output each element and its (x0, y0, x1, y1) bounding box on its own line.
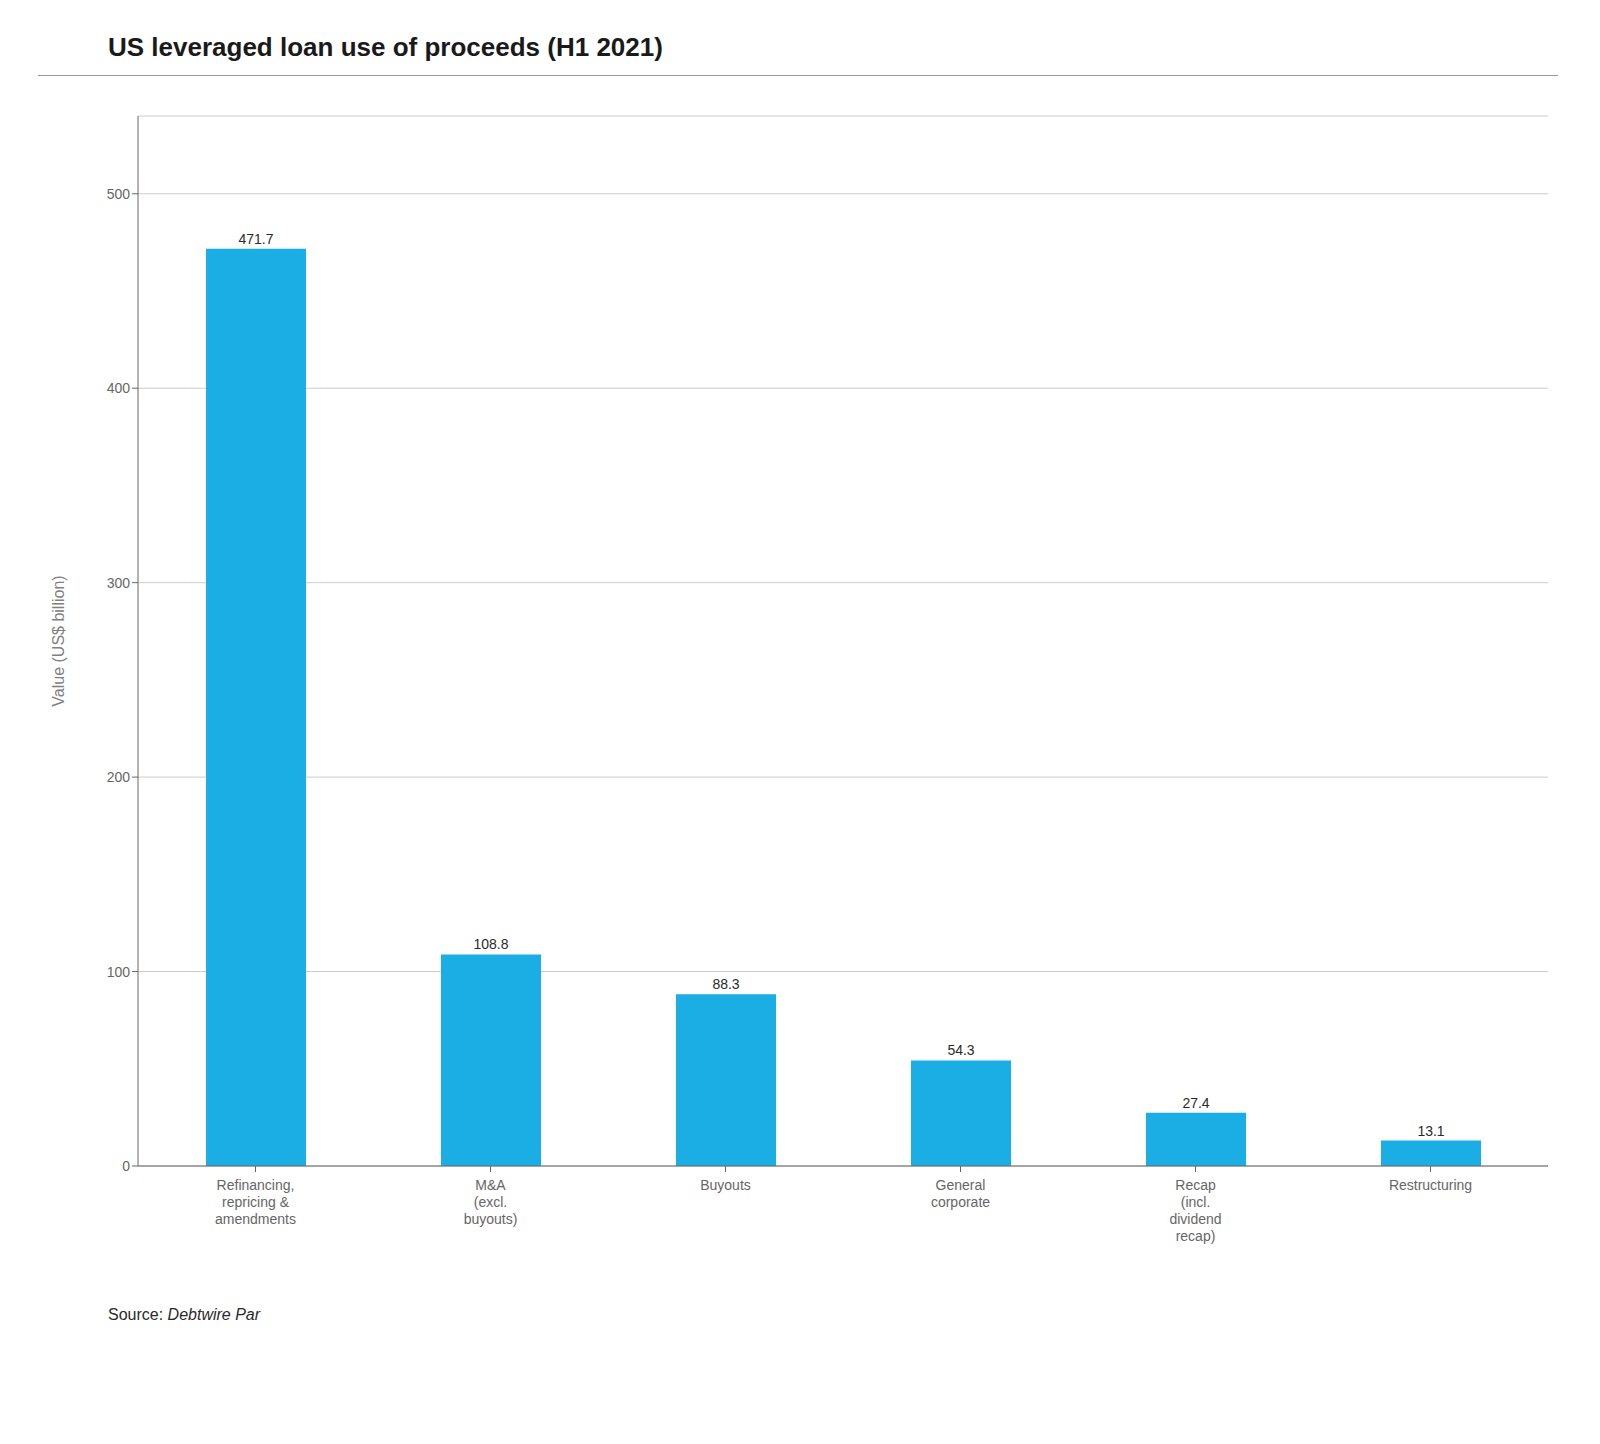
svg-text:M&A(excl.buyouts): M&A(excl.buyouts) (464, 1177, 518, 1227)
svg-text:500: 500 (107, 186, 131, 202)
svg-text:13.1: 13.1 (1417, 1123, 1444, 1139)
svg-text:200: 200 (107, 769, 131, 785)
svg-text:108.8: 108.8 (473, 936, 508, 952)
svg-text:54.3: 54.3 (947, 1042, 974, 1058)
svg-text:Generalcorporate: Generalcorporate (931, 1177, 990, 1210)
svg-text:300: 300 (107, 575, 131, 591)
svg-text:400: 400 (107, 380, 131, 396)
html-text:Source: Debtwire Par: Source: Debtwire Par (108, 1306, 261, 1323)
svg-text:27.4: 27.4 (1182, 1095, 1209, 1111)
svg-text:0: 0 (122, 1158, 130, 1174)
svg-text:88.3: 88.3 (712, 976, 739, 992)
svg-text:Refinancing,repricing &amendme: Refinancing,repricing &amendments (215, 1177, 296, 1227)
svg-text:Buyouts: Buyouts (700, 1177, 751, 1193)
html-text:US leveraged loan use of proce: US leveraged loan use of proceeds (H1 20… (108, 32, 663, 62)
svg-text:100: 100 (107, 964, 131, 980)
svg-text:Restructuring: Restructuring (1389, 1177, 1472, 1193)
svg-text:471.7: 471.7 (238, 231, 273, 247)
svg-text:Recap(incl.dividendrecap): Recap(incl.dividendrecap) (1169, 1177, 1221, 1244)
svg-text:Value (US$ billion): Value (US$ billion) (50, 575, 67, 706)
